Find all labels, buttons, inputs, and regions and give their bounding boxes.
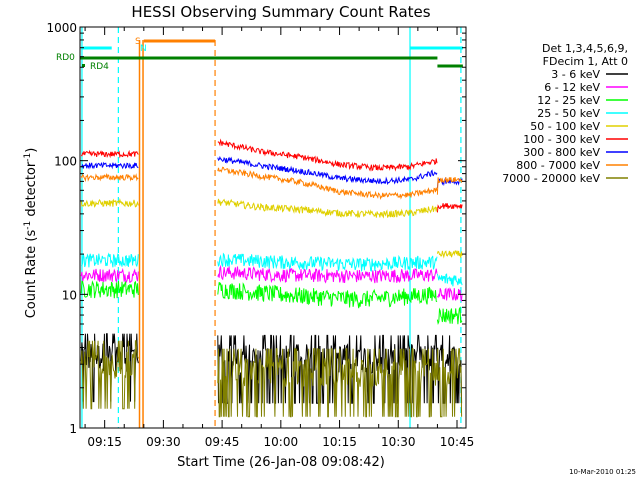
flag-label-n: N xyxy=(140,44,147,54)
x-tick-label-3: 10:00 xyxy=(264,435,299,449)
legend-label-s800: 800 - 7000 keV xyxy=(516,159,600,172)
series-line-s12-0 xyxy=(80,280,139,299)
y-tick-label-0: 1 xyxy=(69,422,77,436)
x-axis-label: Start Time (26-Jan-08 09:08:42) xyxy=(177,455,385,470)
series-line-s6-1 xyxy=(217,264,438,284)
series-line-s50-1 xyxy=(217,198,438,219)
y-axis-label-sup1: -1 xyxy=(23,221,33,230)
series-line-s25-0 xyxy=(81,252,139,268)
series-line-s100-2 xyxy=(436,203,463,213)
legend-header-1: Det 1,3,4,5,6,9, xyxy=(542,42,628,55)
x-tick-label-4: 10:15 xyxy=(322,435,357,449)
y-tick-label-1: 10 xyxy=(62,288,77,302)
x-tick-label-5: 10:30 xyxy=(381,435,416,449)
y-axis-label: Count Rate (s-1 detector-1) xyxy=(23,148,39,319)
series-line-s100-1 xyxy=(217,138,438,172)
series-line-s6-2 xyxy=(437,287,463,302)
legend-label-s300: 300 - 800 keV xyxy=(523,146,600,159)
y-axis-label-sup2: -1 xyxy=(23,153,33,162)
series-line-s7000-1 xyxy=(217,348,463,418)
legend-label-s3: 3 - 6 keV xyxy=(551,68,600,81)
flag-rd4-marker xyxy=(82,64,85,67)
series-line-s800-0 xyxy=(80,172,139,183)
series-line-s800-1 xyxy=(217,166,438,201)
legend-label-s100: 100 - 300 keV xyxy=(523,133,600,146)
flag-label-s: S xyxy=(135,37,141,47)
series-line-s12-1 xyxy=(217,282,438,309)
legend-label-s6: 6 - 12 keV xyxy=(544,81,600,94)
legend-header-2: FDecim 1, Att 0 xyxy=(543,55,628,68)
series-line-s800-2 xyxy=(436,177,463,195)
y-tick-label-3: 1000 xyxy=(46,21,77,35)
series-line-s50-0 xyxy=(80,197,139,208)
chart-title: HESSI Observing Summary Count Rates xyxy=(131,3,430,21)
series-line-s7000-0 xyxy=(80,340,139,410)
series-line-s25-2 xyxy=(436,273,463,287)
legend-label-s50: 50 - 100 keV xyxy=(530,120,600,133)
flag-label-rd4: RD4 xyxy=(90,62,109,72)
series-line-s300-1 xyxy=(217,155,438,186)
y-axis-label-mid: detector xyxy=(24,161,39,221)
series-line-s300-0 xyxy=(80,161,139,170)
legend-label-s12: 12 - 25 keV xyxy=(537,94,600,107)
y-tick-label-2: 100 xyxy=(54,155,77,169)
plot-frame xyxy=(79,26,467,429)
series-line-s25-1 xyxy=(217,252,438,272)
x-tick-label-1: 09:30 xyxy=(146,435,181,449)
x-tick-label-2: 09:45 xyxy=(205,435,240,449)
legend-label-s7000: 7000 - 20000 keV xyxy=(502,172,600,185)
footer-timestamp: 10-Mar-2010 01:25 xyxy=(569,468,636,476)
series-line-s50-2 xyxy=(436,250,463,259)
series-lines xyxy=(80,138,463,418)
legend-label-s25: 25 - 50 keV xyxy=(537,107,600,120)
series-line-s6-0 xyxy=(80,267,139,284)
x-axis-ticks: 09:15 09:30 09:45 10:00 10:15 10:30 10:45 xyxy=(84,27,475,449)
series-line-s12-2 xyxy=(436,306,463,325)
y-axis-label-main: Count Rate (s xyxy=(24,230,39,319)
flag-label-rd0: RD0 xyxy=(56,53,75,63)
axes-box xyxy=(79,26,467,429)
flag-bars xyxy=(80,39,463,68)
y-axis-label-end: ) xyxy=(24,148,39,153)
x-tick-label-0: 09:15 xyxy=(87,435,122,449)
series-line-s3-1 xyxy=(217,334,463,404)
series-line-s100-0 xyxy=(81,149,139,159)
x-tick-label-6: 10:45 xyxy=(440,435,475,449)
y-axis-ticks: 1 10 100 1000 xyxy=(46,21,466,436)
